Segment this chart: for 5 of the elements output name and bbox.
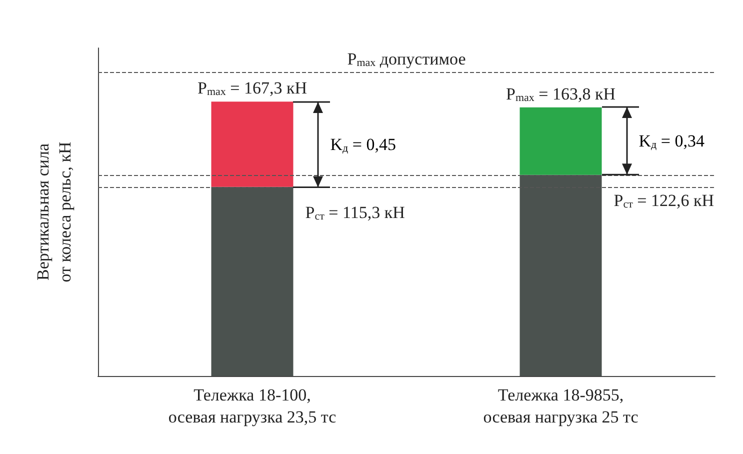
- x-tick-label: Тележка 18-100, осевая нагрузка 23,5 тс: [168, 386, 337, 426]
- bar: [520, 107, 602, 175]
- x-tick-label: Тележка 18-9855, осевая нагрузка 25 тс: [483, 386, 639, 426]
- y-axis-title: Вертикальная сила от колеса рельс, кН: [34, 142, 74, 282]
- bar: [211, 102, 294, 187]
